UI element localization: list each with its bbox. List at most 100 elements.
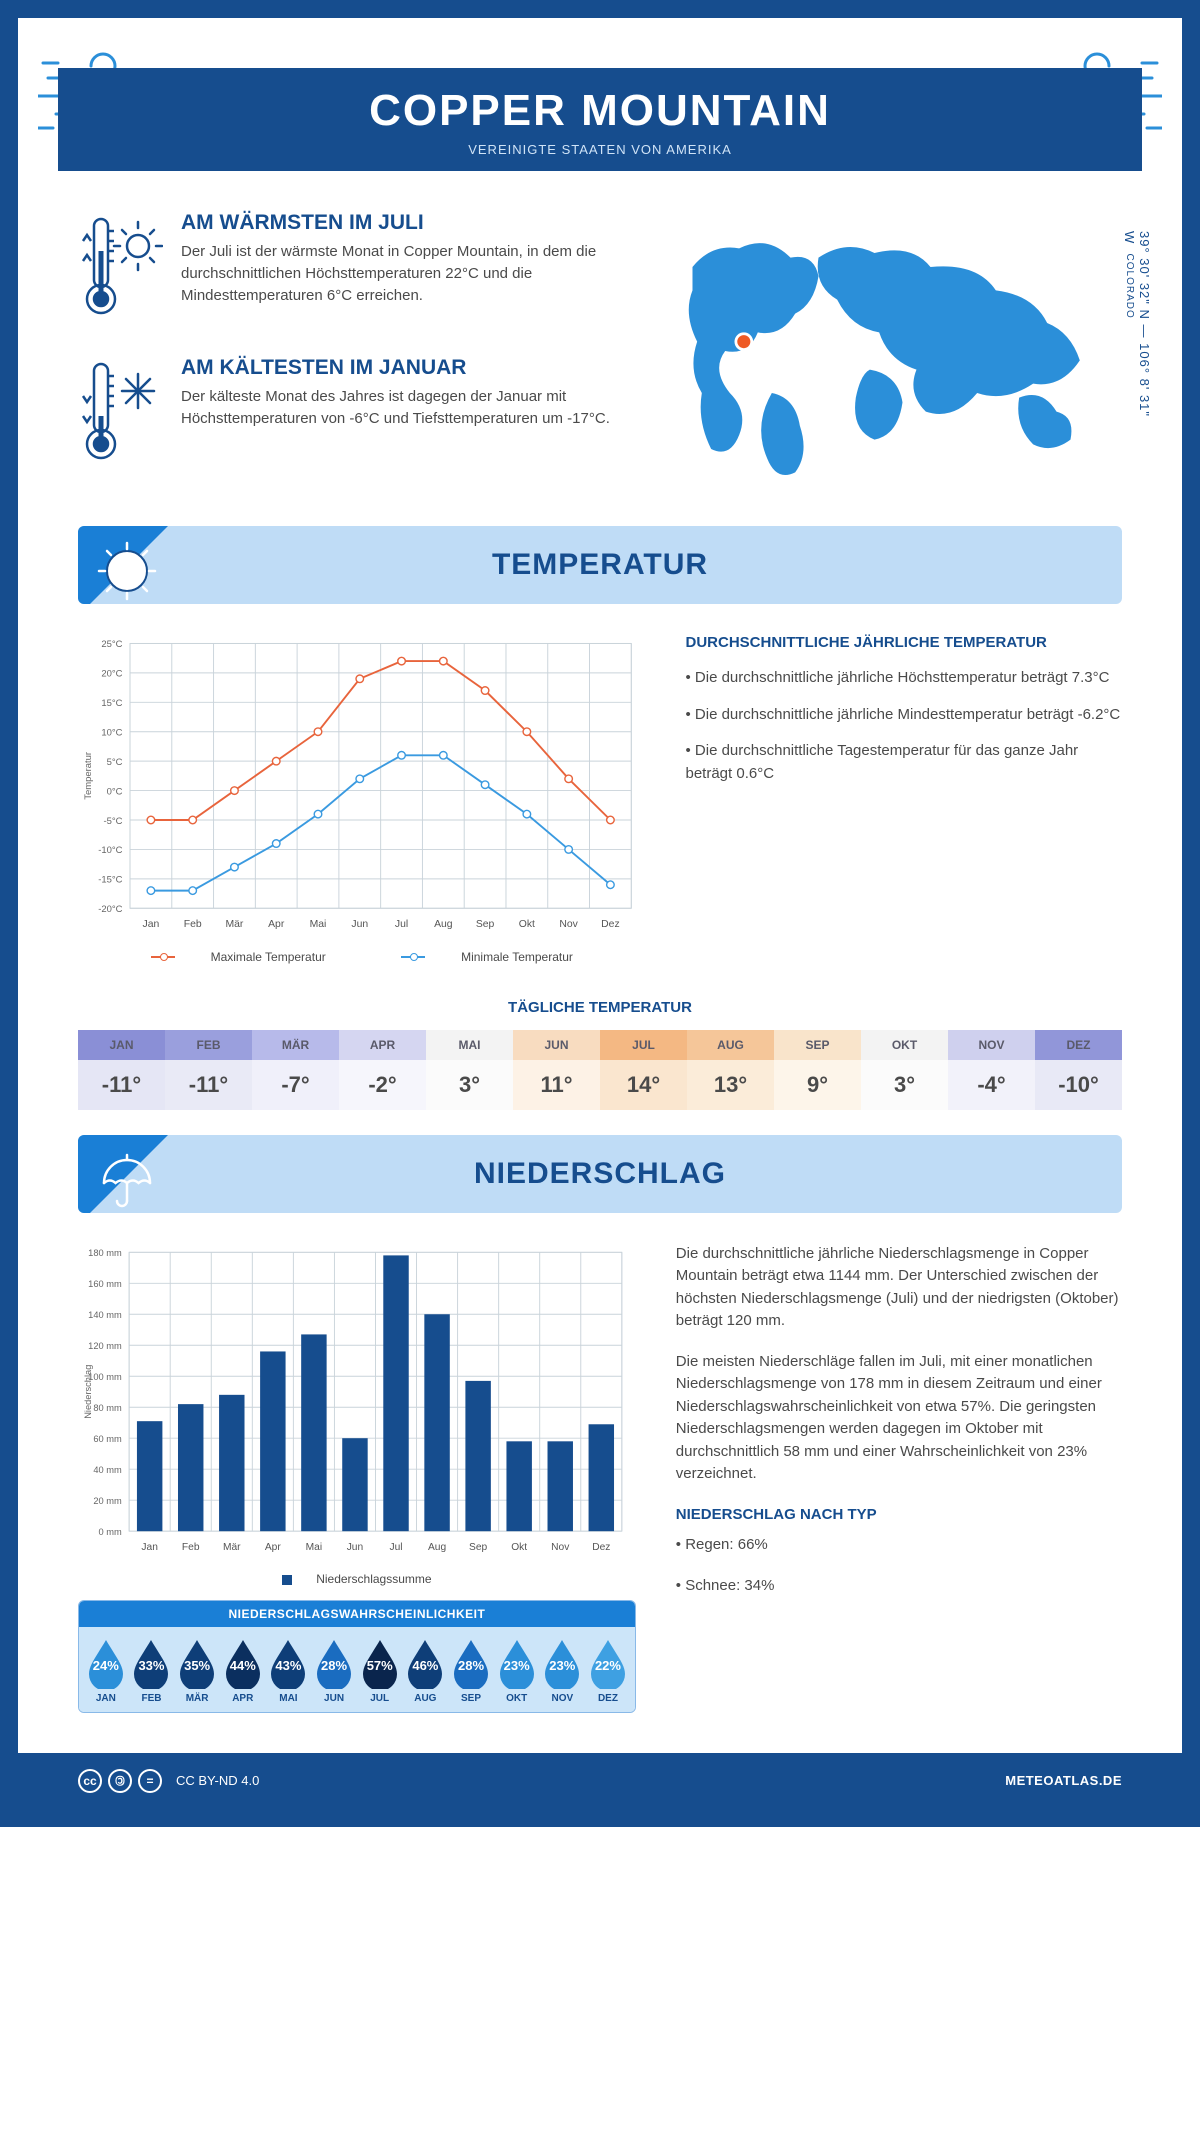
precip-type: • Regen: 66%	[676, 1534, 1122, 1557]
fact-warm-body: Der Juli ist der wärmste Monat in Copper…	[181, 241, 615, 306]
svg-text:Dez: Dez	[592, 1541, 610, 1552]
svg-text:Mär: Mär	[223, 1541, 241, 1552]
precip-para: Die meisten Niederschläge fallen im Juli…	[676, 1351, 1122, 1486]
svg-text:-10°C: -10°C	[98, 845, 122, 856]
svg-text:40 mm: 40 mm	[93, 1465, 122, 1475]
svg-text:Jan: Jan	[143, 919, 160, 930]
svg-text:15°C: 15°C	[101, 698, 122, 709]
svg-text:Okt: Okt	[519, 919, 535, 930]
fact-warm: AM WÄRMSTEN IM JULI Der Juli ist der wär…	[78, 211, 615, 326]
svg-text:Mai: Mai	[310, 919, 327, 930]
thermometer-snow-icon	[78, 356, 163, 466]
prob-cell: 23% NOV	[539, 1637, 585, 1704]
license-badge: cc🄯= CC BY-ND 4.0	[78, 1769, 259, 1793]
section-banner-precip: NIEDERSCHLAG	[78, 1135, 1122, 1213]
chart-legend: Maximale Temperatur Minimale Temperatur	[78, 950, 645, 964]
prob-cell: 28% JUN	[311, 1637, 357, 1704]
svg-text:10°C: 10°C	[101, 728, 122, 739]
precip-type: • Schnee: 34%	[676, 1575, 1122, 1598]
daily-cell: JAN -11°	[78, 1030, 165, 1110]
footer: cc🄯= CC BY-ND 4.0 METEOATLAS.DE	[18, 1753, 1182, 1809]
daily-cell: OKT 3°	[861, 1030, 948, 1110]
svg-text:Feb: Feb	[182, 1541, 200, 1552]
daily-temp-title: TÄGLICHE TEMPERATUR	[78, 999, 1122, 1016]
svg-text:180 mm: 180 mm	[88, 1248, 122, 1258]
umbrella-icon	[96, 1149, 158, 1211]
temp-bullet: • Die durchschnittliche jährliche Mindes…	[685, 704, 1122, 727]
svg-text:Sep: Sep	[476, 919, 495, 930]
prob-cell: 43% MAI	[266, 1637, 312, 1704]
svg-text:Nov: Nov	[559, 919, 578, 930]
fact-cold-title: AM KÄLTESTEN IM JANUAR	[181, 356, 615, 380]
svg-text:Temperatur: Temperatur	[83, 752, 94, 800]
prob-cell: 24% JAN	[83, 1637, 129, 1704]
coordinates: 39° 30' 32" N — 106° 8' 31" W COLORADO	[1122, 231, 1152, 501]
svg-text:Jun: Jun	[351, 919, 368, 930]
svg-text:Niederschlag: Niederschlag	[83, 1364, 93, 1418]
prob-cell: 23% OKT	[494, 1637, 540, 1704]
svg-text:Okt: Okt	[511, 1541, 527, 1552]
temperature-line-chart: -20°C-15°C-10°C-5°C0°C5°C10°C15°C20°C25°…	[78, 634, 645, 937]
brand-link[interactable]: METEOATLAS.DE	[1005, 1773, 1122, 1788]
sun-icon	[96, 540, 158, 602]
svg-text:Mär: Mär	[226, 919, 244, 930]
temp-bullet: • Die durchschnittliche jährliche Höchst…	[685, 667, 1122, 690]
daily-cell: MAI 3°	[426, 1030, 513, 1110]
precipitation-probability-box: NIEDERSCHLAGSWAHRSCHEINLICHKEIT 24% JAN …	[78, 1600, 636, 1713]
prob-cell: 46% AUG	[403, 1637, 449, 1704]
daily-cell: APR -2°	[339, 1030, 426, 1110]
prob-cell: 44% APR	[220, 1637, 266, 1704]
svg-text:Feb: Feb	[184, 919, 202, 930]
svg-text:Aug: Aug	[428, 1541, 446, 1552]
svg-text:100 mm: 100 mm	[88, 1372, 122, 1382]
svg-text:Dez: Dez	[601, 919, 619, 930]
section-banner-temp: TEMPERATUR	[78, 526, 1122, 604]
prob-cell: 33% FEB	[129, 1637, 175, 1704]
daily-cell: JUL 14°	[600, 1030, 687, 1110]
section-title-precip: NIEDERSCHLAG	[78, 1157, 1122, 1191]
prob-cell: 22% DEZ	[585, 1637, 631, 1704]
daily-cell: DEZ -10°	[1035, 1030, 1122, 1110]
svg-text:20 mm: 20 mm	[93, 1496, 122, 1506]
svg-text:Jan: Jan	[141, 1541, 158, 1552]
prob-cell: 57% JUL	[357, 1637, 403, 1704]
fact-cold: AM KÄLTESTEN IM JANUAR Der kälteste Mona…	[78, 356, 615, 471]
daily-cell: FEB -11°	[165, 1030, 252, 1110]
svg-text:-20°C: -20°C	[98, 904, 122, 915]
daily-cell: NOV -4°	[948, 1030, 1035, 1110]
temp-bullet: • Die durchschnittliche Tagestemperatur …	[685, 740, 1122, 785]
svg-text:80 mm: 80 mm	[93, 1403, 122, 1413]
svg-text:20°C: 20°C	[101, 669, 122, 680]
precipitation-bar-chart: 0 mm20 mm40 mm60 mm80 mm100 mm120 mm140 …	[78, 1243, 636, 1559]
daily-cell: AUG 13°	[687, 1030, 774, 1110]
chart-legend: Niederschlagssumme	[78, 1572, 636, 1586]
fact-cold-body: Der kälteste Monat des Jahres ist dagege…	[181, 386, 615, 430]
svg-text:Sep: Sep	[469, 1541, 487, 1552]
section-title-temp: TEMPERATUR	[78, 548, 1122, 582]
svg-text:0 mm: 0 mm	[98, 1527, 121, 1537]
precip-type-title: NIEDERSCHLAG NACH TYP	[676, 1504, 1122, 1527]
svg-text:Apr: Apr	[265, 1541, 281, 1552]
svg-text:Apr: Apr	[268, 919, 285, 930]
svg-text:Nov: Nov	[551, 1541, 570, 1552]
prob-cell: 35% MÄR	[174, 1637, 220, 1704]
prob-cell: 28% SEP	[448, 1637, 494, 1704]
svg-text:140 mm: 140 mm	[88, 1310, 122, 1320]
svg-text:Mai: Mai	[306, 1541, 322, 1552]
world-map	[655, 211, 1122, 491]
svg-text:25°C: 25°C	[101, 639, 122, 650]
daily-cell: JUN 11°	[513, 1030, 600, 1110]
page-title: COPPER MOUNTAIN	[58, 86, 1142, 136]
daily-cell: SEP 9°	[774, 1030, 861, 1110]
svg-text:60 mm: 60 mm	[93, 1434, 122, 1444]
svg-text:Jun: Jun	[347, 1541, 364, 1552]
svg-text:160 mm: 160 mm	[88, 1279, 122, 1289]
svg-text:Jul: Jul	[395, 919, 408, 930]
thermometer-sun-icon	[78, 211, 163, 321]
precip-para: Die durchschnittliche jährliche Niedersc…	[676, 1243, 1122, 1333]
svg-text:0°C: 0°C	[107, 786, 123, 797]
prob-title: NIEDERSCHLAGSWAHRSCHEINLICHKEIT	[79, 1601, 635, 1627]
header-banner: COPPER MOUNTAIN VEREINIGTE STAATEN VON A…	[58, 68, 1142, 171]
page-subtitle: VEREINIGTE STAATEN VON AMERIKA	[58, 142, 1142, 157]
svg-text:5°C: 5°C	[107, 757, 123, 768]
